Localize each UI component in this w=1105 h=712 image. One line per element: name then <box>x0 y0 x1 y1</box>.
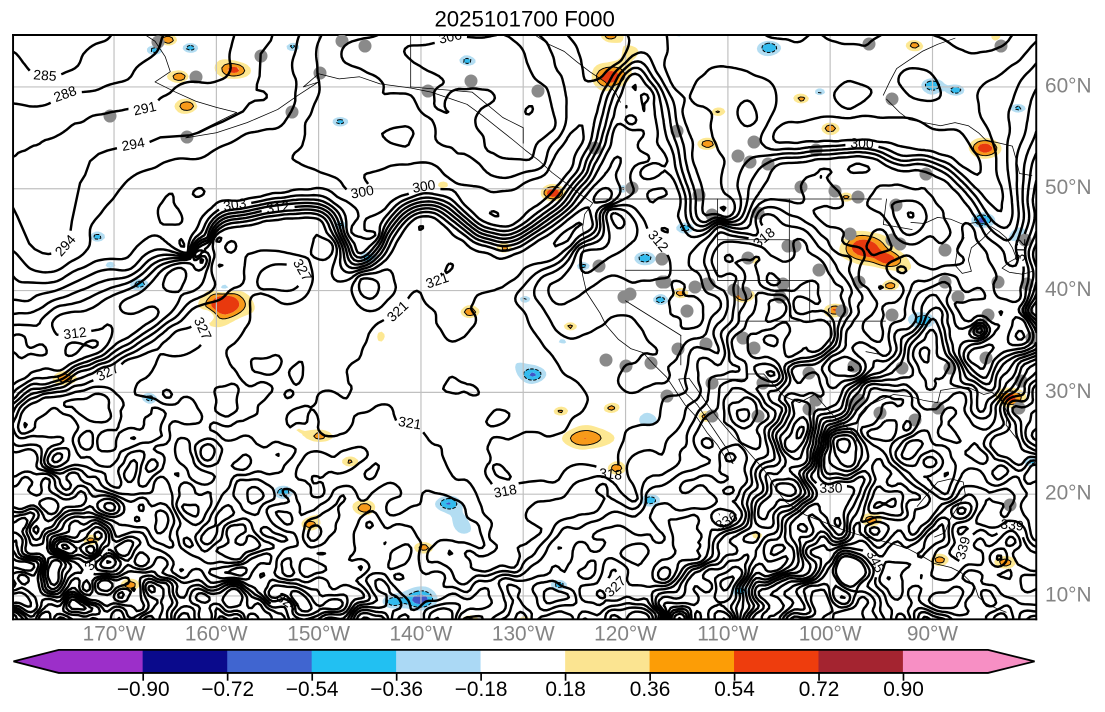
svg-text:100°W: 100°W <box>799 622 862 645</box>
svg-text:2025101700 F000: 2025101700 F000 <box>434 6 614 31</box>
svg-text:0.72: 0.72 <box>799 678 840 701</box>
svg-text:150°W: 150°W <box>287 622 350 645</box>
svg-text:140°W: 140°W <box>390 622 453 645</box>
svg-text:339: 339 <box>952 534 973 561</box>
svg-text:318: 318 <box>492 481 518 501</box>
svg-text:50°N: 50°N <box>1045 176 1092 199</box>
svg-text:312: 312 <box>1012 238 1029 262</box>
svg-text:30°N: 30°N <box>1045 380 1092 403</box>
svg-text:40°N: 40°N <box>1045 278 1092 301</box>
svg-text:−0.36: −0.36 <box>370 678 423 701</box>
svg-text:0.54: 0.54 <box>714 678 755 701</box>
svg-text:285: 285 <box>33 66 58 84</box>
svg-text:170°W: 170°W <box>83 622 146 645</box>
svg-text:300: 300 <box>411 176 437 196</box>
svg-text:0.36: 0.36 <box>630 678 671 701</box>
svg-text:110°W: 110°W <box>697 622 759 645</box>
svg-text:300: 300 <box>850 135 874 152</box>
svg-text:312: 312 <box>62 324 87 343</box>
svg-text:318: 318 <box>598 465 623 483</box>
svg-text:0.18: 0.18 <box>545 678 586 701</box>
svg-text:300: 300 <box>349 182 375 202</box>
svg-text:339: 339 <box>1000 516 1025 534</box>
svg-text:321: 321 <box>397 413 423 433</box>
svg-text:306: 306 <box>437 26 463 47</box>
svg-text:−0.18: −0.18 <box>455 678 508 701</box>
svg-text:160°W: 160°W <box>185 622 248 645</box>
svg-text:20°N: 20°N <box>1045 482 1092 505</box>
svg-text:294: 294 <box>120 134 146 154</box>
svg-text:−0.90: −0.90 <box>117 678 170 701</box>
svg-text:0.90: 0.90 <box>883 678 924 701</box>
svg-text:291: 291 <box>132 98 158 119</box>
svg-text:120°W: 120°W <box>594 622 657 645</box>
svg-text:288: 288 <box>51 82 78 105</box>
svg-text:60°N: 60°N <box>1045 74 1092 97</box>
svg-text:−0.72: −0.72 <box>201 678 254 701</box>
svg-text:90°W: 90°W <box>907 622 958 645</box>
svg-text:321: 321 <box>424 269 451 292</box>
svg-text:−0.54: −0.54 <box>286 678 339 701</box>
svg-text:303: 303 <box>222 195 248 214</box>
svg-text:10°N: 10°N <box>1045 583 1092 606</box>
svg-text:312: 312 <box>265 198 290 217</box>
svg-text:330: 330 <box>819 479 843 496</box>
svg-text:130°W: 130°W <box>492 622 555 645</box>
